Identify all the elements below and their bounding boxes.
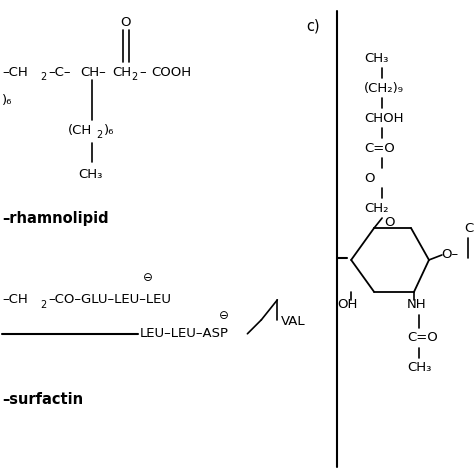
Text: c): c) (306, 18, 320, 34)
Text: CH₃: CH₃ (78, 168, 102, 181)
Text: ⊖: ⊖ (219, 310, 228, 322)
Text: O–: O– (441, 248, 458, 262)
Text: 2: 2 (40, 300, 46, 310)
Text: C=O: C=O (364, 142, 395, 155)
Text: )₆: )₆ (2, 94, 12, 107)
Text: –: – (140, 66, 146, 79)
Text: –CO–GLU–LEU–LEU: –CO–GLU–LEU–LEU (48, 293, 171, 306)
Text: –C–: –C– (48, 66, 70, 79)
Text: )₆: )₆ (104, 124, 114, 137)
Text: C: C (464, 221, 473, 235)
Text: –CH: –CH (2, 66, 28, 79)
Text: –CH: –CH (2, 293, 28, 306)
Text: CHOH: CHOH (364, 112, 404, 125)
Text: CH₃: CH₃ (364, 52, 389, 65)
Text: O: O (384, 216, 394, 228)
Text: NH: NH (407, 298, 427, 311)
Text: (CH₂)₉: (CH₂)₉ (364, 82, 404, 95)
Text: CH₂: CH₂ (364, 201, 389, 215)
Text: ⊖: ⊖ (143, 272, 153, 284)
Text: C=O: C=O (407, 331, 438, 344)
Text: O: O (364, 172, 374, 185)
Text: (CH: (CH (68, 124, 92, 137)
Text: –rhamnolipid: –rhamnolipid (2, 210, 109, 226)
Text: VAL: VAL (282, 315, 306, 328)
Text: –surfactin: –surfactin (2, 392, 83, 407)
Text: O: O (120, 16, 131, 29)
Text: LEU–LEU–ASP: LEU–LEU–ASP (140, 327, 228, 340)
Text: 2: 2 (96, 130, 102, 140)
Text: CH₃: CH₃ (407, 361, 431, 374)
Text: CH–: CH– (80, 66, 106, 79)
Text: OH: OH (337, 298, 357, 311)
Text: CH: CH (113, 66, 132, 79)
Text: 2: 2 (132, 73, 138, 82)
Text: COOH: COOH (152, 66, 192, 79)
Text: 2: 2 (40, 73, 46, 82)
